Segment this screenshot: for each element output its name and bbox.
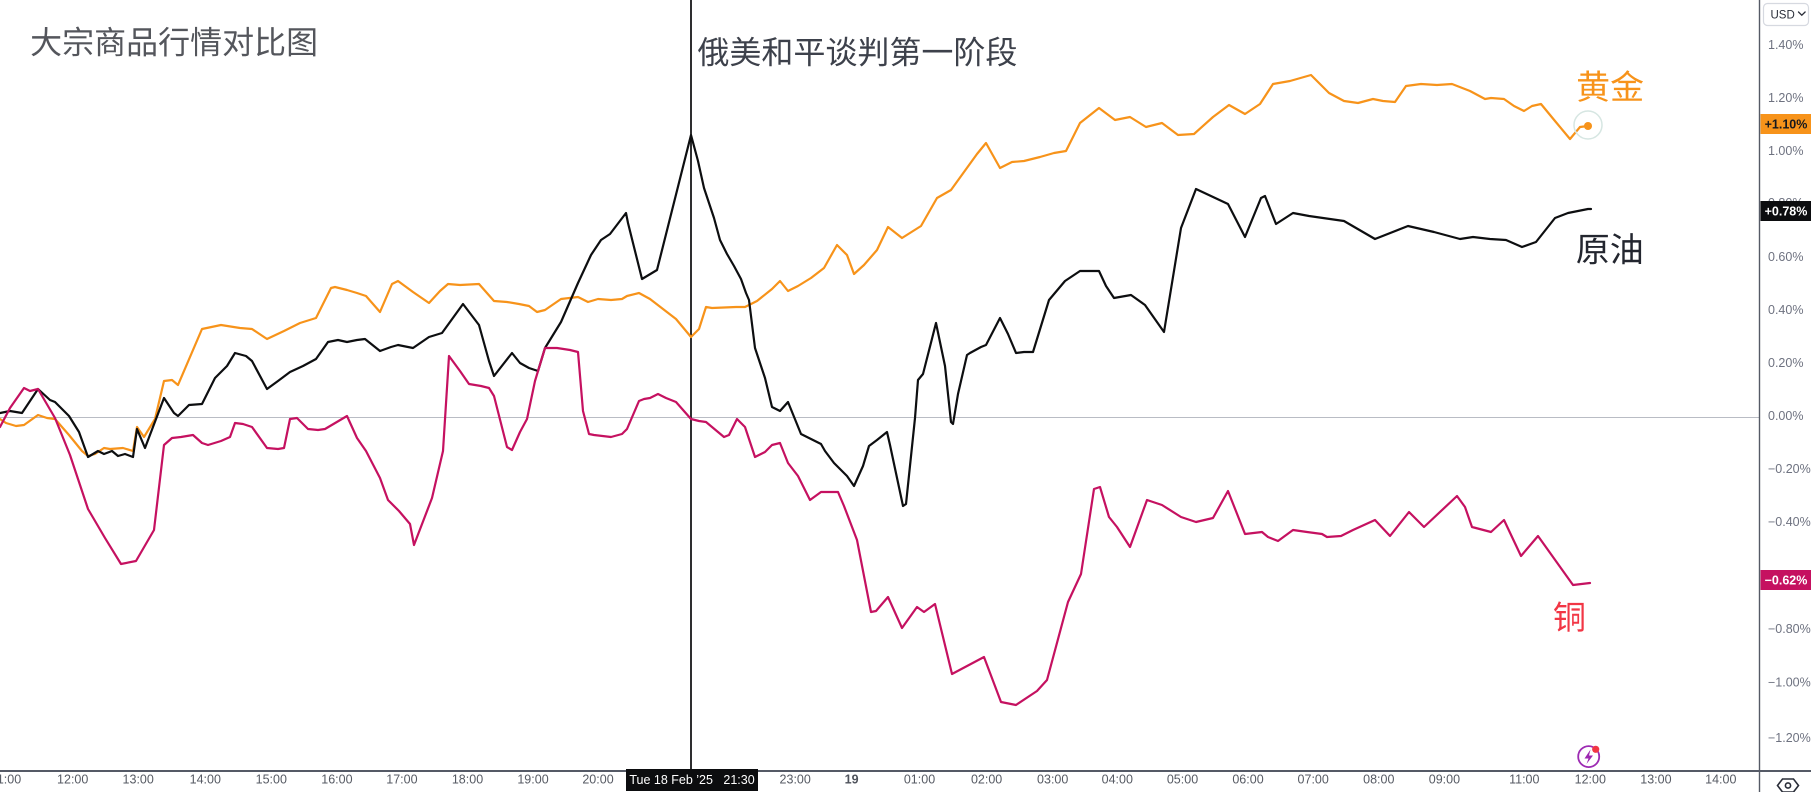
- svg-text:USD: USD: [1771, 10, 1795, 22]
- svg-text:Tue 18 Feb ’25 21:30: Tue 18 Feb ’25 21:30: [629, 773, 754, 787]
- svg-text:09:00: 09:00: [1429, 773, 1460, 787]
- svg-text:−0.40%: −0.40%: [1768, 515, 1811, 529]
- svg-text:19: 19: [845, 773, 859, 787]
- svg-text:18:00: 18:00: [452, 773, 483, 787]
- svg-text:03:00: 03:00: [1037, 773, 1068, 787]
- svg-text:1.20%: 1.20%: [1768, 91, 1803, 105]
- svg-text:0.60%: 0.60%: [1768, 250, 1803, 264]
- svg-text:14:00: 14:00: [1705, 773, 1736, 787]
- svg-text:02:00: 02:00: [971, 773, 1002, 787]
- svg-text:07:00: 07:00: [1298, 773, 1329, 787]
- svg-text:13:00: 13:00: [123, 773, 154, 787]
- svg-text:12:00: 12:00: [1575, 773, 1606, 787]
- svg-text:1.40%: 1.40%: [1768, 38, 1803, 52]
- svg-text:04:00: 04:00: [1102, 773, 1133, 787]
- svg-text:13:00: 13:00: [1640, 773, 1671, 787]
- svg-text:−0.20%: −0.20%: [1768, 462, 1811, 476]
- svg-text:08:00: 08:00: [1363, 773, 1394, 787]
- svg-text:0.20%: 0.20%: [1768, 356, 1803, 370]
- svg-text:11:00: 11:00: [1509, 773, 1539, 787]
- svg-text:15:00: 15:00: [256, 773, 287, 787]
- svg-text:−0.62%: −0.62%: [1765, 574, 1808, 588]
- svg-text:−1.20%: −1.20%: [1768, 731, 1811, 745]
- svg-text:23:00: 23:00: [780, 773, 811, 787]
- svg-text:+1.10%: +1.10%: [1765, 118, 1808, 132]
- svg-text:+0.78%: +0.78%: [1765, 205, 1808, 219]
- svg-text:0.00%: 0.00%: [1768, 409, 1803, 423]
- svg-text:17:00: 17:00: [386, 773, 417, 787]
- svg-text:11:00: 11:00: [0, 773, 21, 787]
- svg-text:14:00: 14:00: [190, 773, 221, 787]
- svg-text:0.40%: 0.40%: [1768, 303, 1803, 317]
- svg-text:16:00: 16:00: [321, 773, 352, 787]
- svg-text:20:00: 20:00: [582, 773, 613, 787]
- svg-text:19:00: 19:00: [517, 773, 548, 787]
- svg-text:−0.80%: −0.80%: [1768, 622, 1811, 636]
- svg-text:01:00: 01:00: [904, 773, 935, 787]
- svg-text:05:00: 05:00: [1167, 773, 1198, 787]
- svg-text:−1.00%: −1.00%: [1768, 676, 1811, 690]
- svg-text:12:00: 12:00: [57, 773, 88, 787]
- svg-text:06:00: 06:00: [1232, 773, 1263, 787]
- svg-text:1.00%: 1.00%: [1768, 144, 1803, 158]
